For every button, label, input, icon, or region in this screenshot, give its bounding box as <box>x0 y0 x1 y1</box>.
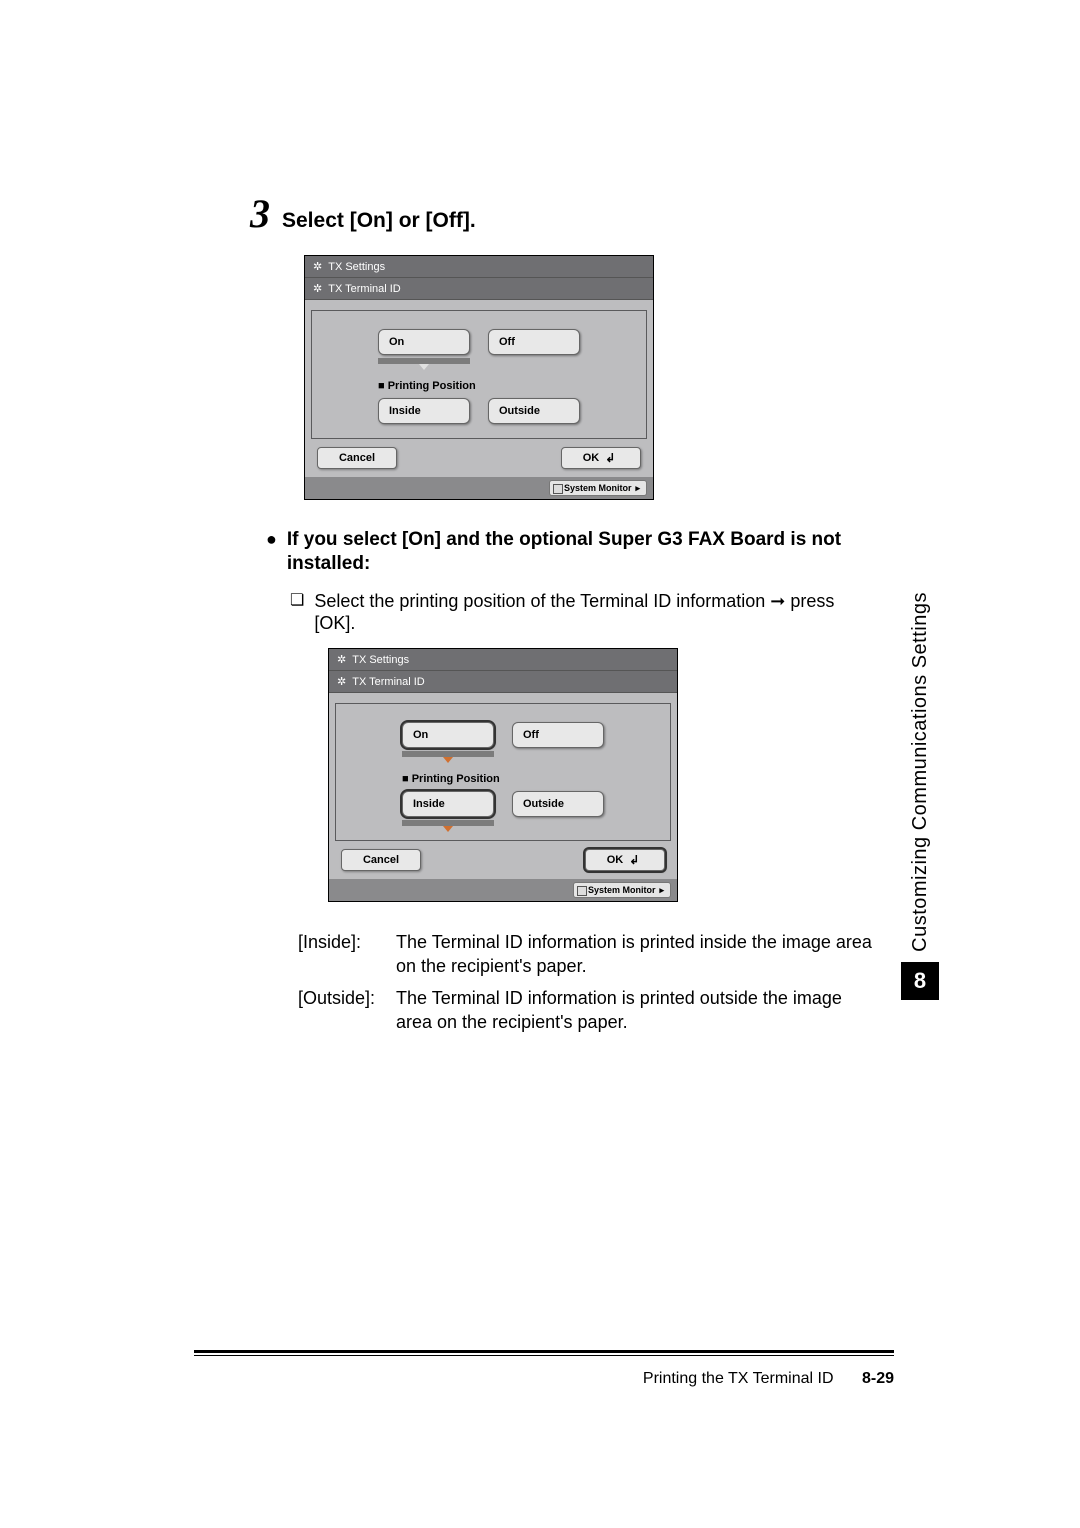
def-row-inside: [Inside]: The Terminal ID information is… <box>298 930 880 978</box>
step-number: 3 <box>250 190 270 237</box>
definition-table: [Inside]: The Terminal ID information is… <box>298 930 880 1034</box>
ss2-inner: On Off ■ Printing Position Inside Outsid… <box>335 703 671 841</box>
system-monitor-button[interactable]: System Monitor▸ <box>573 882 671 898</box>
bullet-text-1: If you select [On] and the optional Supe… <box>287 528 880 576</box>
ss2-body: On Off ■ Printing Position Inside Outsid… <box>329 693 677 879</box>
chevron-right-icon: ▸ <box>635 483 640 494</box>
ss2-indicator-inside <box>402 820 494 826</box>
screenshot-2: ✲ TX Settings ✲ TX Terminal ID On Off ■ Pr… <box>328 648 678 902</box>
ss1-body: On Off ■ Printing Position Inside Outsid… <box>305 300 653 477</box>
page-number: 8-29 <box>862 1370 894 1387</box>
outside-button[interactable]: Outside <box>512 791 604 817</box>
ss1-indicator-on <box>378 358 470 364</box>
gear-icon: ✲ <box>313 260 322 273</box>
off-button[interactable]: Off <box>512 722 604 748</box>
gear-icon: ✲ <box>337 675 346 688</box>
ss1-printpos-label: ■ Printing Position <box>378 380 636 392</box>
step-title: Select [On] or [Off]. <box>282 209 476 233</box>
ss2-titlebar-1: ✲ TX Settings <box>329 649 677 671</box>
checkbox-text-1: Select the printing position of the Term… <box>314 590 880 634</box>
ss2-indicator-on <box>402 751 494 757</box>
return-icon: ↲ <box>605 451 615 465</box>
checkbox-icon: ❏ <box>290 590 304 634</box>
side-tab-text: Customizing Communications Settings <box>909 592 932 952</box>
ss1-bar1-text: TX Settings <box>328 261 385 273</box>
sysmon-label: System Monitor <box>564 483 632 493</box>
off-button[interactable]: Off <box>488 329 580 355</box>
content-column: 3 Select [On] or [Off]. ✲ TX Settings ✲ TX… <box>250 190 880 1042</box>
outside-button[interactable]: Outside <box>488 398 580 424</box>
gear-icon: ✲ <box>337 653 346 666</box>
gear-icon: ✲ <box>313 282 322 295</box>
chevron-right-icon: ▸ <box>659 885 664 896</box>
bullet-block-1: ● If you select [On] and the optional Su… <box>266 528 880 576</box>
ss1-titlebar-2: ✲ TX Terminal ID <box>305 278 653 300</box>
side-tab: Customizing Communications Settings 8 <box>900 380 940 1000</box>
cancel-button[interactable]: Cancel <box>317 447 397 469</box>
on-button[interactable]: On <box>402 722 494 748</box>
ss1-pos-row: Inside Outside <box>322 398 636 424</box>
bullet-icon: ● <box>266 528 277 576</box>
inside-button[interactable]: Inside <box>402 791 494 817</box>
ss2-titlebar-2: ✲ TX Terminal ID <box>329 671 677 693</box>
ss2-footer: Cancel OK ↲ <box>335 841 671 873</box>
inside-button[interactable]: Inside <box>378 398 470 424</box>
checkbox-row-1: ❏ Select the printing position of the Te… <box>290 590 880 634</box>
ok-label: OK <box>583 452 600 464</box>
ss1-sysbar: System Monitor▸ <box>305 477 653 499</box>
ss2-bar1-text: TX Settings <box>352 654 409 666</box>
step-heading: 3 Select [On] or [Off]. <box>250 190 880 237</box>
screenshot-1: ✲ TX Settings ✲ TX Terminal ID On Off ■ Pr… <box>304 255 654 500</box>
cancel-button[interactable]: Cancel <box>341 849 421 871</box>
sysmon-label: System Monitor <box>588 885 656 895</box>
ss2-bar2-text: TX Terminal ID <box>352 676 425 688</box>
on-button[interactable]: On <box>378 329 470 355</box>
page: 3 Select [On] or [Off]. ✲ TX Settings ✲ TX… <box>0 0 1080 1528</box>
ss1-footer: Cancel OK ↲ <box>311 439 647 471</box>
system-monitor-button[interactable]: System Monitor▸ <box>549 480 647 496</box>
return-icon: ↲ <box>629 853 639 867</box>
bottom-rule <box>194 1350 894 1356</box>
chapter-badge: 8 <box>901 962 939 1000</box>
ss1-bar2-text: TX Terminal ID <box>328 283 401 295</box>
ss1-inner: On Off ■ Printing Position Inside Outsid… <box>311 310 647 439</box>
ss2-onoff-row: On Off <box>346 722 660 748</box>
ss2-pos-row: Inside Outside <box>346 791 660 817</box>
ss1-onoff-row: On Off <box>322 329 636 355</box>
def-term-inside: [Inside]: <box>298 930 378 978</box>
ok-button[interactable]: OK ↲ <box>561 447 641 469</box>
ss2-sysbar: System Monitor▸ <box>329 879 677 901</box>
def-desc-outside: The Terminal ID information is printed o… <box>396 986 880 1034</box>
ss2-printpos-label: ■ Printing Position <box>402 773 660 785</box>
ss1-titlebar-1: ✲ TX Settings <box>305 256 653 278</box>
footer: Printing the TX Terminal ID 8-29 <box>194 1370 894 1388</box>
footer-title: Printing the TX Terminal ID <box>643 1370 834 1387</box>
ok-button[interactable]: OK ↲ <box>585 849 665 871</box>
def-row-outside: [Outside]: The Terminal ID information i… <box>298 986 880 1034</box>
def-term-outside: [Outside]: <box>298 986 378 1034</box>
ok-label: OK <box>607 854 624 866</box>
def-desc-inside: The Terminal ID information is printed i… <box>396 930 880 978</box>
